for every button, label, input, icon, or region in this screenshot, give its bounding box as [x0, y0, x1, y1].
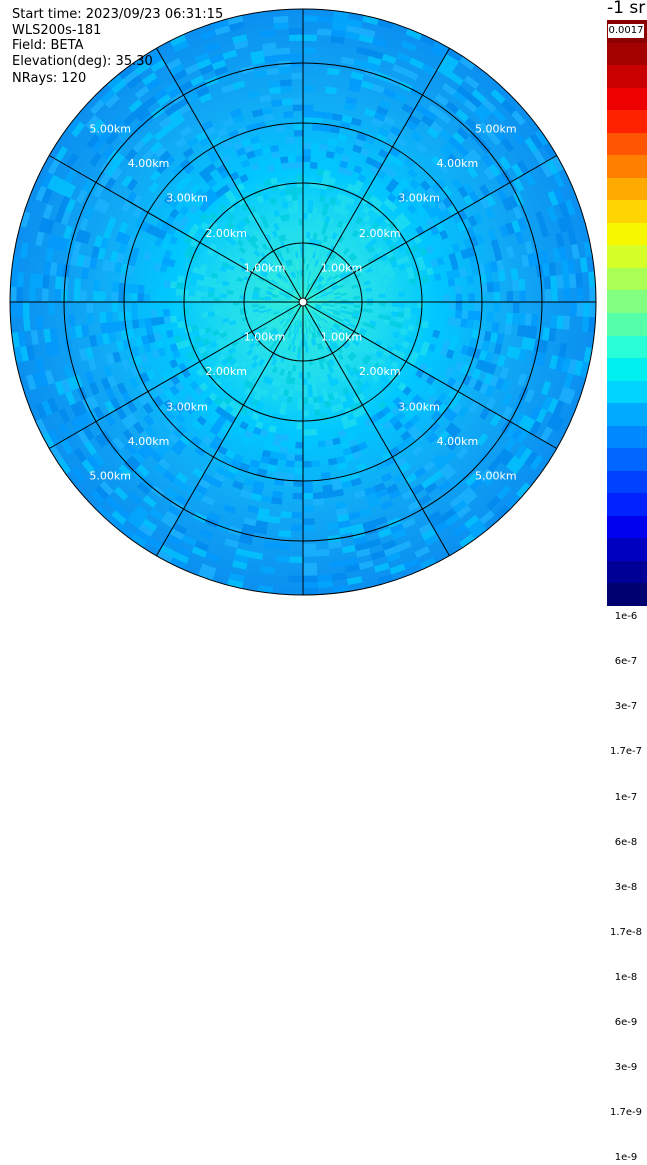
- range-ring-label: 2.00km: [205, 365, 247, 378]
- legend-label: 1.7e-9: [608, 1106, 644, 1121]
- radar-center-marker: [298, 297, 308, 307]
- range-ring-label: 5.00km: [89, 470, 131, 483]
- ppi-scan-plot: 1.00km 2.00km 3.00km 4.00km 5.00km 1.00km 2.00…: [9, 8, 597, 596]
- legend-swatch: 0.0003: [607, 87, 647, 174]
- legend-swatch: 1e-9: [607, 583, 647, 1165]
- color-legend: 0.0017 0.0010.00060.00030.000170.00016e-5…: [607, 20, 647, 1165]
- range-ring-label: 1.00km: [321, 331, 363, 344]
- range-ring-label: 2.00km: [359, 227, 401, 240]
- azimuth-line: [302, 155, 557, 303]
- ppi-cell-group: [169, 169, 434, 436]
- legend-swatch: 1e-6: [607, 313, 647, 625]
- legend-swatch: 6e-7: [607, 335, 647, 670]
- legend-swatch: 1e-5: [607, 222, 647, 444]
- legend-swatch: 6e-8: [607, 425, 647, 850]
- ppi-data-cells: [10, 10, 596, 595]
- range-ring-label: 5.00km: [89, 122, 131, 135]
- legend-swatch: 3e-9: [607, 538, 647, 1076]
- legend-label: 3e-9: [608, 1061, 644, 1076]
- azimuth-line: [156, 301, 304, 556]
- legend-label: 6e-7: [608, 655, 644, 670]
- azimuth-line: [302, 301, 557, 449]
- range-ring-label: 1.00km: [244, 261, 286, 274]
- azimuth-line: [49, 301, 304, 449]
- legend-swatch: 3e-8: [607, 448, 647, 895]
- elevation-text: Elevation(deg): 35.30: [12, 54, 153, 69]
- legend-label: 0.0017: [608, 24, 644, 39]
- legend-swatch: 1e-7: [607, 403, 647, 805]
- field-text: Field: BETA: [12, 38, 84, 53]
- nrays-text: NRays: 120: [12, 71, 87, 86]
- range-ring-label: 4.00km: [437, 157, 479, 170]
- azimuth-line: [302, 48, 450, 303]
- range-ring-label: 2.00km: [359, 365, 401, 378]
- range-ring-label: 5.00km: [475, 470, 517, 483]
- legend-label: 1.7e-8: [608, 925, 644, 940]
- legend-label: 3e-8: [608, 880, 644, 895]
- legend-swatch: 1e-8: [607, 493, 647, 985]
- range-ring-label: 4.00km: [128, 157, 170, 170]
- legend-label: 1e-6: [608, 610, 644, 625]
- legend-swatch: 0.001: [607, 42, 647, 84]
- legend-swatch: 1.7e-7: [607, 380, 647, 760]
- ppi-cell-group: [13, 10, 593, 594]
- device-text: WLS200s-181: [12, 23, 102, 38]
- range-ring-label: 3.00km: [166, 192, 208, 205]
- azimuth-line: [156, 48, 304, 303]
- legend-swatch: 1.7e-9: [607, 560, 647, 1121]
- ppi-display: 1.00km 2.00km 3.00km 4.00km 5.00km 1.00km 2.00…: [9, 0, 647, 1165]
- range-ring-label: 1.00km: [321, 261, 363, 274]
- legend-swatch: 6e-6: [607, 245, 647, 490]
- range-ring-label: 5.00km: [475, 122, 517, 135]
- range-ring-label: 4.00km: [128, 435, 170, 448]
- legend-swatch: 0.0017: [607, 20, 647, 44]
- range-ring-label: 4.00km: [437, 435, 479, 448]
- legend-swatch: 3e-7: [607, 358, 647, 715]
- legend-swatch: 6e-5: [607, 155, 647, 309]
- unit-label: -1 sr: [607, 0, 646, 18]
- azimuth-line: [302, 301, 450, 556]
- range-ring-label: 3.00km: [166, 400, 208, 413]
- legend-label: 6e-8: [608, 835, 644, 850]
- legend-label: 1e-7: [608, 790, 644, 805]
- legend-swatch: 3e-6: [607, 267, 647, 535]
- range-ring-label: 2.00km: [205, 227, 247, 240]
- legend-swatch: 1.7e-8: [607, 470, 647, 940]
- ppi-range-labels: 1.00km 2.00km 3.00km 4.00km 5.00km 1.00km 2.00…: [89, 122, 516, 482]
- start-time-text: Start time: 2023/09/23 06:31:15: [12, 7, 224, 22]
- azimuth-line: [49, 155, 304, 303]
- legend-swatch: 6e-9: [607, 515, 647, 1030]
- legend-swatch: 0.0001: [607, 132, 647, 264]
- legend-swatch: 1.7e-5: [607, 200, 647, 399]
- legend-label: 1.7e-7: [608, 745, 644, 760]
- legend-swatch: 0.00017: [607, 110, 647, 219]
- ppi-grid: [9, 8, 597, 596]
- legend-label: 1e-9: [608, 1151, 644, 1165]
- range-ring-label: 1.00km: [244, 331, 286, 344]
- legend-label: 1e-8: [608, 970, 644, 985]
- legend-label: 6e-9: [608, 1015, 644, 1030]
- range-ring-label: 3.00km: [398, 400, 440, 413]
- legend-swatch: 0.0006: [607, 65, 647, 129]
- legend-swatch: 3e-5: [607, 177, 647, 354]
- legend-label: 3e-7: [608, 700, 644, 715]
- ppi-cell-group: [173, 168, 429, 422]
- range-ring-label: 3.00km: [398, 192, 440, 205]
- legend-swatch: 1.7e-6: [607, 290, 647, 580]
